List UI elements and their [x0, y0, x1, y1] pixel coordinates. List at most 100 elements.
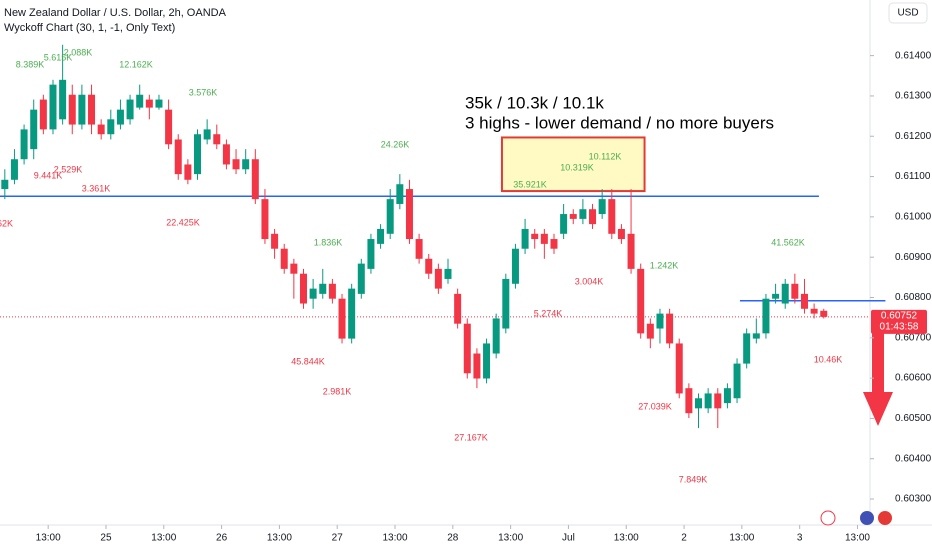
candle-body	[174, 139, 182, 175]
candle-body	[367, 239, 375, 269]
volume-label: 62K	[0, 218, 13, 228]
currency-button[interactable]	[888, 2, 928, 24]
candle-body	[656, 313, 664, 329]
candle-body	[781, 283, 789, 304]
x-tick-label: 26	[216, 533, 228, 544]
candle-body	[338, 298, 346, 339]
candle-body	[309, 288, 317, 299]
candle-body	[473, 353, 481, 379]
candle-body	[415, 239, 423, 259]
candle-body	[425, 258, 433, 274]
candle-body	[184, 164, 192, 180]
y-tick-label: 0.61100	[895, 171, 931, 182]
countdown-label: 01:43:58	[880, 321, 919, 332]
candle-body	[145, 99, 153, 108]
x-tick-label: 13:00	[36, 533, 61, 544]
volume-label: 1.242K	[650, 260, 679, 270]
x-tick-label: 13:00	[845, 533, 870, 544]
candle-body	[454, 293, 462, 324]
candle-body	[232, 159, 240, 170]
volume-label: 8.389K	[16, 59, 45, 69]
last-price-label: 0.60752	[881, 310, 918, 321]
candle-body	[49, 84, 57, 130]
volume-label: 9.441K	[34, 170, 63, 180]
candle-body	[213, 134, 221, 145]
candle-body	[299, 273, 307, 304]
candle-body	[531, 233, 539, 240]
down-arrow	[863, 312, 893, 426]
candle-body	[714, 393, 722, 409]
y-tick-label: 0.61300	[895, 91, 932, 102]
candle-body	[579, 209, 587, 219]
volume-label: 24.26K	[381, 139, 410, 149]
note-text: 3 highs - lower demand / no more buyers	[465, 113, 774, 132]
flag-icon[interactable]	[860, 511, 874, 525]
candle-body	[328, 283, 336, 299]
candle-body	[560, 214, 568, 234]
candle-body	[675, 343, 683, 394]
candle-body	[165, 109, 173, 145]
candle-body	[396, 184, 404, 204]
candle-body	[800, 293, 808, 309]
candle-body	[10, 159, 18, 180]
candle-body	[589, 209, 597, 225]
candle-body	[695, 398, 703, 409]
candle-body	[107, 119, 115, 135]
candle-body	[78, 94, 86, 125]
x-tick-label: 13:00	[383, 533, 408, 544]
y-tick-label: 0.60300	[895, 494, 932, 505]
volume-label: 3.361K	[82, 183, 111, 193]
candle-body	[97, 124, 105, 135]
y-tick-label: 0.61200	[895, 131, 932, 142]
event-icon[interactable]	[820, 510, 836, 526]
x-tick-label: 13:00	[614, 533, 639, 544]
candle-body	[155, 99, 163, 108]
candle-body	[723, 388, 731, 404]
x-tick-label: 13:00	[498, 533, 523, 544]
volume-label: 10.46K	[814, 354, 843, 364]
volume-label: 2.088K	[64, 47, 93, 57]
candle-body	[405, 189, 413, 240]
candle-body	[319, 283, 327, 294]
candle-body	[261, 199, 269, 240]
volume-label: 2.981K	[323, 386, 352, 396]
x-tick-label: 13:00	[151, 533, 176, 544]
candle-body	[126, 99, 134, 120]
y-tick-label: 0.60400	[895, 453, 932, 464]
flag-icon[interactable]	[878, 511, 892, 525]
x-tick-label: 28	[447, 533, 459, 544]
x-tick-label: 13:00	[729, 533, 754, 544]
candle-body	[666, 313, 674, 344]
candle-body	[598, 199, 606, 215]
candle-body	[540, 233, 548, 244]
x-tick-label: 2	[681, 533, 687, 544]
x-tick-label: 3	[797, 533, 803, 544]
candle-body	[20, 129, 28, 160]
candle-body	[483, 343, 491, 379]
candle-body	[550, 239, 558, 249]
candle-body	[617, 228, 625, 240]
x-tick-label: Jul	[562, 533, 575, 544]
candle-body	[194, 134, 202, 175]
volume-label: 41.562K	[771, 237, 805, 247]
y-tick-label: 0.61400	[895, 50, 932, 61]
currency-label[interactable]: USD	[897, 8, 918, 19]
candle-body	[242, 159, 250, 170]
candle-body	[492, 318, 500, 354]
indicator-label: Wyckoff Chart (30, 1, -1, Only Text)	[4, 22, 175, 34]
candle-body	[521, 228, 529, 249]
candle-body	[704, 393, 712, 409]
candle-body	[59, 79, 67, 120]
candle-body	[39, 99, 47, 130]
x-tick-label: 13:00	[267, 533, 292, 544]
note-text: 35k / 10.3k / 10.1k	[465, 93, 604, 112]
last-price-badge	[871, 309, 927, 334]
y-tick-label: 0.60900	[895, 252, 932, 263]
candle-body	[810, 308, 818, 314]
candle-body	[637, 268, 645, 334]
y-tick-label: 0.60500	[895, 413, 932, 424]
candle-body	[569, 214, 577, 219]
volume-label: 10.112K	[589, 151, 622, 161]
candle-body	[116, 109, 124, 125]
